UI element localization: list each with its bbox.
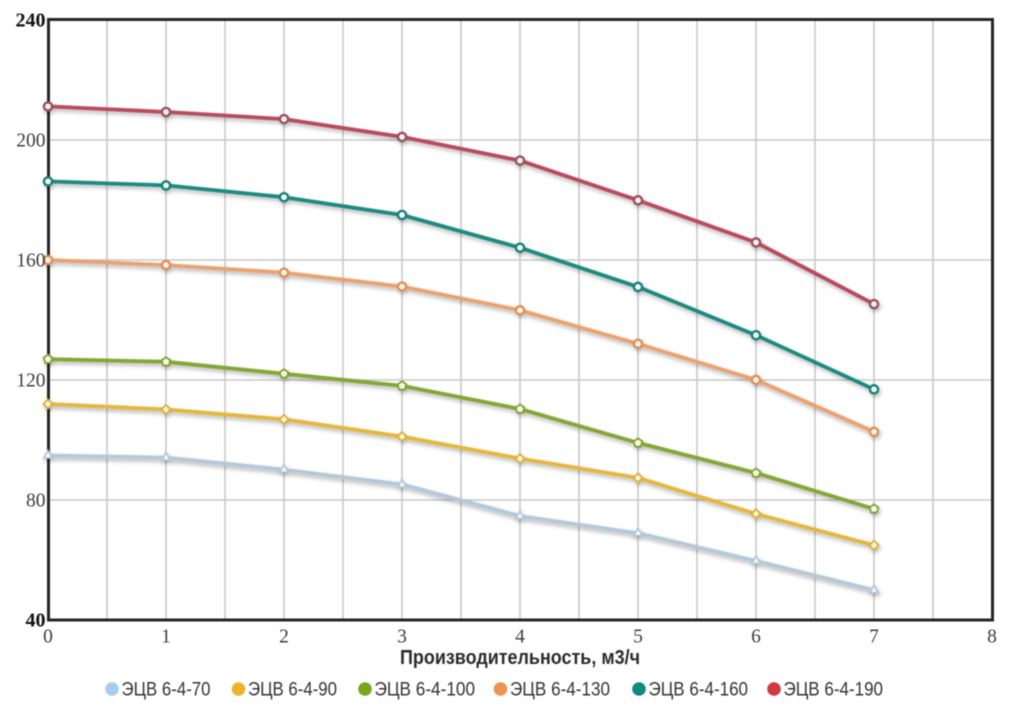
svg-text:80: 80 xyxy=(26,491,46,512)
svg-text:160: 160 xyxy=(16,251,45,272)
svg-text:200: 200 xyxy=(16,131,45,152)
svg-text:1: 1 xyxy=(161,627,171,648)
svg-text:ЭЦВ 6-4-90: ЭЦВ 6-4-90 xyxy=(248,680,337,701)
svg-text:ЭЦВ 6-4-160: ЭЦВ 6-4-160 xyxy=(649,680,749,701)
svg-text:3: 3 xyxy=(397,627,407,648)
svg-text:8: 8 xyxy=(987,627,997,648)
svg-text:7: 7 xyxy=(869,627,879,648)
svg-text:ЭЦВ 6-4-70: ЭЦВ 6-4-70 xyxy=(122,680,211,701)
svg-text:Производительность, м3/ч: Производительность, м3/ч xyxy=(400,647,640,669)
svg-text:2: 2 xyxy=(279,627,289,648)
svg-text:120: 120 xyxy=(16,371,45,392)
svg-text:6: 6 xyxy=(751,627,761,648)
svg-text:5: 5 xyxy=(633,627,643,648)
svg-text:40: 40 xyxy=(26,610,46,632)
svg-text:4: 4 xyxy=(515,627,525,648)
svg-text:ЭЦВ 6-4-190: ЭЦВ 6-4-190 xyxy=(784,680,884,701)
svg-text:ЭЦВ 6-4-100: ЭЦВ 6-4-100 xyxy=(375,680,476,701)
svg-text:ЭЦВ 6-4-130: ЭЦВ 6-4-130 xyxy=(510,680,610,701)
svg-text:0: 0 xyxy=(43,627,53,648)
svg-text:240: 240 xyxy=(16,10,46,32)
